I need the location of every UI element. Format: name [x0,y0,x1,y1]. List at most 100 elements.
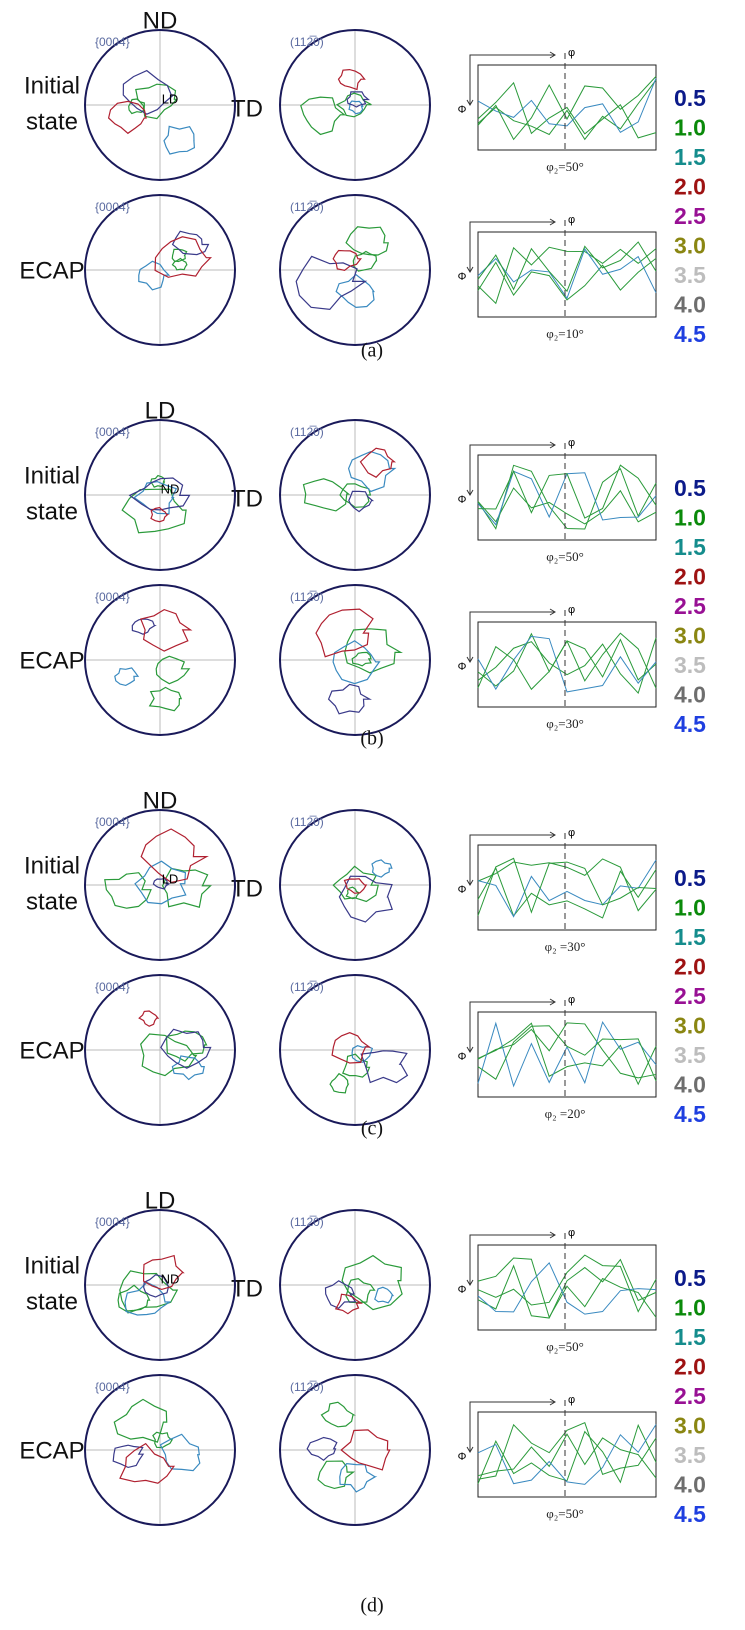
contour [113,1398,168,1443]
pole-figure-label: (112̅0) [290,980,324,994]
pole-figure [279,974,431,1126]
legend-entry: 2.5 [674,593,706,619]
contour [315,608,374,658]
contour [360,1050,409,1084]
contour [121,488,187,534]
pole-figure [279,419,431,571]
contour [477,81,657,139]
contour [338,875,394,923]
legend-entry: 4.0 [674,1072,706,1098]
contour [332,249,363,271]
pole-figure-label: {0004} [95,815,130,829]
contour [159,1433,201,1472]
legend-entry: 3.0 [674,233,706,259]
odf-axis-arrow [466,831,556,886]
pole-figure-label: {0004} [95,35,130,49]
contour [335,273,375,309]
odf-box [477,1411,657,1498]
contour [107,100,147,135]
contour [339,1462,378,1493]
pole-figure-label: {0004} [95,200,130,214]
odf-caption: φ₂=50° [546,159,584,174]
contour [346,91,371,108]
center-label: ND [161,481,180,496]
odf-box [477,1011,657,1098]
legend-entry: 3.5 [674,1442,706,1468]
odf-box [477,844,657,931]
contour [477,78,657,134]
legend-entry: 1.5 [674,1324,706,1350]
contour [477,241,657,293]
legend-entry: 2.5 [674,983,706,1009]
contour [343,878,368,894]
contour [477,637,657,695]
legend-entry: 1.0 [674,1295,706,1321]
contour [477,858,657,912]
pole-figure-label: (112̅0) [290,590,324,604]
contour [295,255,368,311]
legend-entry: 1.0 [674,115,706,141]
row-label: state [26,888,78,915]
contour [171,257,188,271]
contour [143,1274,170,1298]
contour [327,683,372,715]
pole-figure [84,1374,236,1526]
contour [477,246,657,305]
odf-box [477,1244,657,1331]
odf-axis-arrow [466,608,556,663]
row-label: state [26,108,78,135]
contour [104,872,152,909]
contour [332,640,381,685]
legend-entry: 3.5 [674,262,706,288]
odf-caption: φ₂=50° [546,1506,584,1521]
odf-phi1: φ [568,47,575,59]
odf-Phi: Φ [458,661,467,673]
legend-entry: 3.0 [674,1013,706,1039]
contour [352,250,378,272]
contour [324,1280,357,1310]
legend-entry: 0.5 [674,1265,706,1291]
contour [477,635,657,693]
contour [477,1257,657,1319]
odf-phi1: φ [568,1227,575,1239]
row-label: ECAP [19,257,84,284]
odf-axis-arrow [466,218,556,273]
legend-entry: 4.0 [674,1472,706,1498]
legend-entry: 0.5 [674,85,706,111]
legend-entry: 1.5 [674,534,706,560]
contour [317,1460,356,1490]
odf-phi1: φ [568,1394,575,1406]
odf-Phi: Φ [458,1451,467,1463]
contour [477,470,657,526]
odf-phi1: φ [568,604,575,616]
contour [340,1429,391,1471]
odf-caption: φ₂=50° [546,549,584,564]
odf-axis-arrow [466,51,556,106]
row-label: Initial [24,462,80,489]
contour [477,247,657,300]
contour [139,608,193,652]
legend-entry: 4.5 [674,1501,706,1527]
row-label: Initial [24,852,80,879]
contour [477,1020,657,1088]
odf-Phi: Φ [458,1051,467,1063]
pole-figure [84,419,236,571]
contour [133,480,178,515]
contour [171,1055,205,1081]
contour [114,667,140,687]
contour [161,867,212,908]
row-label: state [26,1288,78,1315]
contour [477,76,657,141]
odf-Phi: Φ [458,104,467,116]
odf-Phi: Φ [458,884,467,896]
contour [477,257,657,301]
contour [351,651,372,667]
pole-figure-label: {0004} [95,1215,130,1229]
contour [165,1030,208,1062]
odf-caption: φ₂=50° [546,1339,584,1354]
legend-entry: 4.0 [674,682,706,708]
row-label: Initial [24,1252,80,1279]
contour [348,490,375,513]
legend-entry: 1.0 [674,895,706,921]
